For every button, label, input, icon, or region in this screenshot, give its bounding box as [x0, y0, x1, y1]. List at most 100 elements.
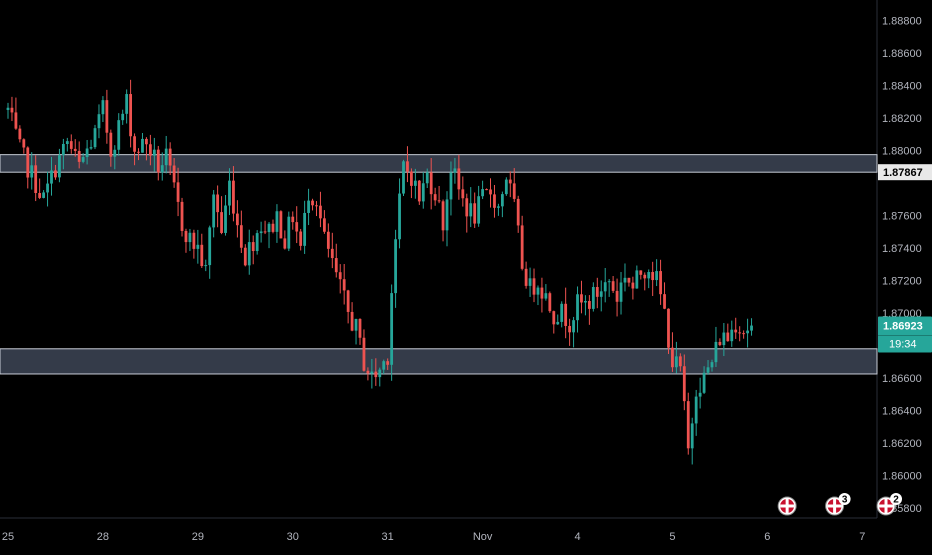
candle-body	[30, 165, 34, 178]
candle-body	[243, 247, 247, 266]
candle-body	[500, 194, 504, 207]
candle-body	[354, 318, 358, 331]
candle-body	[485, 189, 488, 191]
candle-body	[125, 94, 129, 114]
x-tick-label: 29	[192, 531, 204, 543]
candle-body	[6, 107, 10, 110]
candles-group	[6, 79, 753, 465]
candle-body	[378, 369, 382, 378]
candle-body	[686, 401, 690, 449]
candle-body	[710, 362, 714, 368]
candle-body	[370, 371, 374, 374]
candle-body	[283, 238, 287, 249]
support-resistance-zone	[0, 348, 878, 375]
candle-body	[587, 300, 591, 309]
y-tick-label: 1.87600	[882, 211, 922, 223]
candle-body	[259, 231, 263, 234]
candle-body	[338, 272, 342, 280]
last-price-tag	[878, 316, 932, 353]
candle-body	[180, 201, 184, 231]
candle-body	[635, 270, 639, 289]
candle-body	[366, 370, 370, 374]
x-tick-label: 5	[669, 531, 675, 543]
candle-body	[326, 231, 330, 249]
x-tick-label: 31	[382, 531, 394, 543]
candle-body	[255, 233, 259, 252]
candle-body	[307, 200, 310, 213]
candle-body	[34, 165, 38, 194]
candle-body	[631, 282, 635, 289]
candle-body	[105, 100, 109, 133]
candle-body	[674, 356, 678, 368]
candle-body	[702, 372, 706, 393]
candle-body	[433, 194, 437, 201]
candle-body	[22, 139, 26, 148]
x-tick-label: 30	[287, 531, 299, 543]
x-tick-label: Nov	[473, 531, 493, 543]
candle-body	[437, 200, 441, 202]
y-tick-label: 1.88800	[882, 16, 922, 28]
y-tick-label: 1.86200	[882, 438, 922, 450]
economic-event-flag-icon[interactable]: 3	[825, 493, 851, 516]
candle-body	[311, 200, 314, 206]
candle-body	[410, 171, 413, 186]
candle-body	[552, 311, 556, 325]
economic-event-flag-icon[interactable]: 2	[876, 493, 903, 516]
candle-body	[568, 325, 572, 333]
candle-body	[160, 165, 164, 173]
candle-body	[528, 278, 532, 286]
candle-body	[734, 329, 738, 333]
x-tick-label: 25	[2, 531, 14, 543]
candle-body	[678, 356, 682, 367]
candle-body	[520, 225, 524, 269]
candle-body	[228, 180, 231, 206]
candle-body	[663, 294, 666, 309]
candle-body	[18, 128, 22, 140]
candle-body	[358, 318, 362, 338]
candle-body	[398, 193, 401, 240]
candle-body	[532, 278, 536, 295]
candle-body	[46, 183, 49, 193]
y-tick-label: 1.86600	[882, 373, 922, 385]
x-tick-label: 7	[859, 531, 865, 543]
candle-body	[390, 293, 394, 365]
candle-body	[394, 239, 397, 294]
flag-cross-v	[785, 499, 789, 513]
candle-body	[69, 141, 73, 149]
last-price-label: 1.86923	[883, 321, 923, 333]
candle-body	[580, 294, 583, 303]
event-count-badge	[890, 493, 903, 505]
candle-body	[382, 361, 386, 370]
y-tick-label: 1.88600	[882, 48, 922, 60]
candle-body	[406, 161, 409, 172]
candle-body	[156, 149, 160, 173]
candle-body	[26, 147, 30, 178]
candle-body	[512, 183, 516, 199]
candle-body	[97, 114, 101, 129]
candle-body	[275, 211, 279, 232]
candle-body	[176, 182, 180, 202]
candle-body	[504, 179, 508, 195]
candle-body	[330, 248, 334, 259]
candle-body	[730, 329, 734, 342]
candle-body	[224, 205, 227, 233]
candle-body	[212, 194, 216, 228]
candle-body	[232, 180, 235, 214]
candle-body	[627, 277, 631, 283]
economic-event-flag-icon[interactable]	[777, 496, 797, 516]
y-tick-label: 1.88200	[882, 113, 922, 125]
candle-body	[746, 330, 749, 334]
candle-body	[101, 100, 105, 115]
candle-body	[651, 272, 655, 281]
candle-body	[137, 151, 140, 153]
candle-body	[267, 223, 271, 233]
candle-body	[429, 172, 433, 195]
candle-body	[303, 212, 307, 246]
candle-body	[698, 392, 702, 397]
candle-body	[152, 149, 156, 156]
candle-body	[362, 337, 366, 371]
candle-body	[619, 282, 623, 302]
candle-body	[54, 170, 57, 178]
